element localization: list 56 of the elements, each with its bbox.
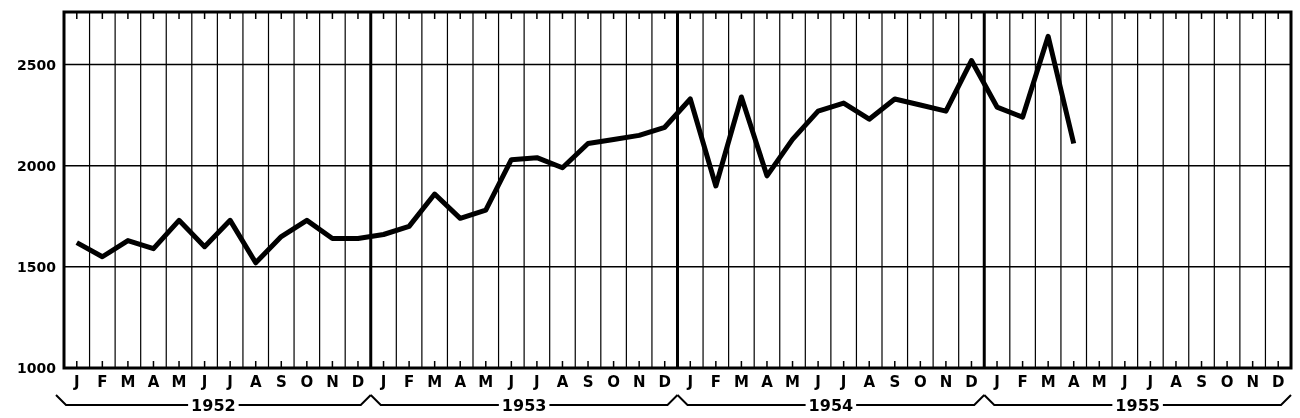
- x-tick-label: M: [171, 372, 187, 391]
- x-tick-label: A: [249, 372, 262, 391]
- x-tick-label: N: [326, 372, 339, 391]
- x-tick-label: N: [632, 372, 646, 391]
- x-tick-label: A: [1170, 372, 1183, 391]
- x-tick-label: O: [300, 372, 314, 391]
- x-tick-label: J: [226, 372, 233, 391]
- x-tick-label: J: [200, 372, 208, 391]
- x-tick-label: N: [939, 372, 953, 391]
- x-tick-label: N: [1246, 372, 1259, 391]
- x-tick-label: M: [785, 372, 800, 391]
- y-tick-label: 2000: [17, 157, 57, 174]
- x-tick-label: A: [556, 372, 569, 391]
- x-tick-label: A: [147, 372, 160, 391]
- x-tick-label: F: [1017, 372, 1028, 391]
- y-tick-label: 2500: [17, 56, 57, 73]
- text: 1953: [501, 396, 547, 415]
- x-tick-label: J: [839, 372, 847, 391]
- x-tick-label: O: [1220, 372, 1234, 391]
- x-tick-label: S: [889, 372, 901, 391]
- x-tick-label: O: [913, 372, 927, 391]
- x-tick-label: D: [1271, 372, 1285, 391]
- x-tick-label: A: [454, 372, 467, 391]
- x-tick-label: J: [533, 372, 540, 391]
- x-tick-label: F: [710, 372, 721, 391]
- x-tick-label: J: [993, 372, 1000, 391]
- x-tick-label: M: [1091, 372, 1107, 391]
- x-tick-label: J: [814, 372, 821, 391]
- x-tick-label: M: [427, 372, 443, 391]
- x-tick-label: M: [478, 372, 494, 391]
- y-tick-label: 1500: [17, 258, 57, 275]
- x-tick-label: J: [72, 372, 80, 391]
- x-tick-label: D: [351, 372, 365, 391]
- x-tick-label: M: [733, 372, 749, 391]
- x-tick-label: D: [658, 372, 671, 391]
- x-tick-label: F: [97, 372, 108, 391]
- x-tick-label: A: [863, 372, 876, 391]
- y-tick-label: 1000: [17, 359, 57, 376]
- x-tick-label: D: [965, 372, 978, 391]
- x-tick-label: S: [1196, 372, 1207, 391]
- x-tick-label: O: [607, 372, 620, 391]
- x-tick-label: M: [120, 372, 136, 391]
- text: 1952: [191, 396, 236, 415]
- x-tick-label: J: [1121, 372, 1128, 391]
- x-tick-label: A: [1067, 372, 1080, 391]
- x-tick-label: S: [582, 372, 594, 391]
- x-tick-label: M: [1040, 372, 1056, 391]
- x-tick-label: J: [507, 372, 515, 391]
- text: 1955: [1115, 396, 1160, 415]
- x-tick-label: A: [761, 372, 774, 391]
- x-tick-label: J: [379, 372, 387, 391]
- x-tick-label: S: [275, 372, 287, 391]
- x-tick-label: J: [1146, 372, 1154, 391]
- text: 1954: [808, 396, 854, 415]
- x-tick-label: J: [686, 372, 694, 391]
- x-tick-label: F: [403, 372, 415, 391]
